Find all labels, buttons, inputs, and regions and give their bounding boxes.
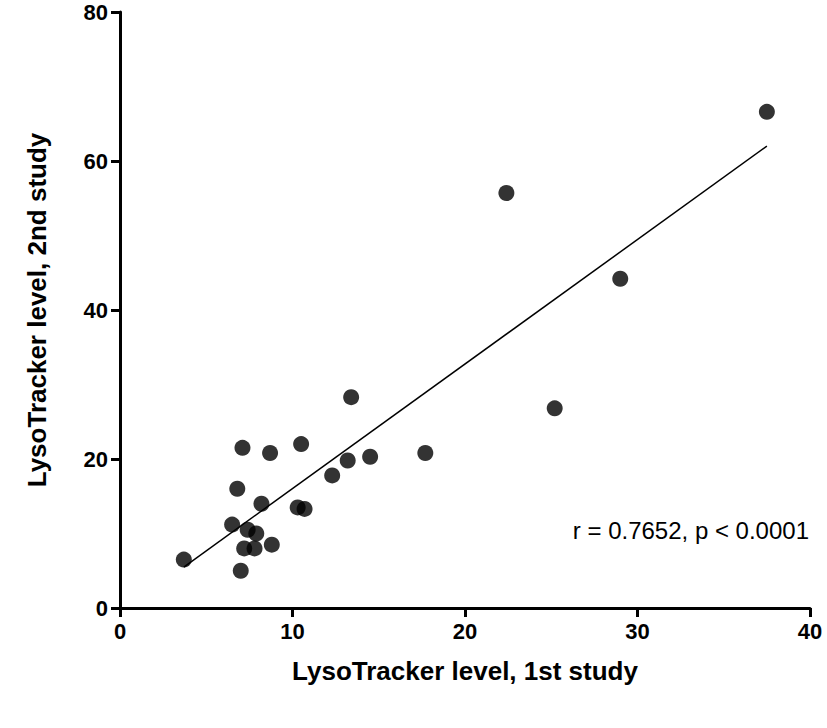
svg-text:40: 40 [84,298,108,323]
svg-text:40: 40 [798,619,822,644]
svg-text:20: 20 [453,619,477,644]
svg-text:LysoTracker level, 1st study: LysoTracker level, 1st study [292,656,638,686]
svg-text:0: 0 [114,619,126,644]
svg-text:30: 30 [625,619,649,644]
svg-text:LysoTracker level, 2nd study: LysoTracker level, 2nd study [22,132,52,487]
svg-text:0: 0 [96,596,108,621]
svg-text:10: 10 [280,619,304,644]
svg-text:60: 60 [84,149,108,174]
svg-text:20: 20 [84,447,108,472]
svg-text:80: 80 [84,0,108,25]
svg-text:r = 0.7652, p < 0.0001: r = 0.7652, p < 0.0001 [573,517,809,544]
